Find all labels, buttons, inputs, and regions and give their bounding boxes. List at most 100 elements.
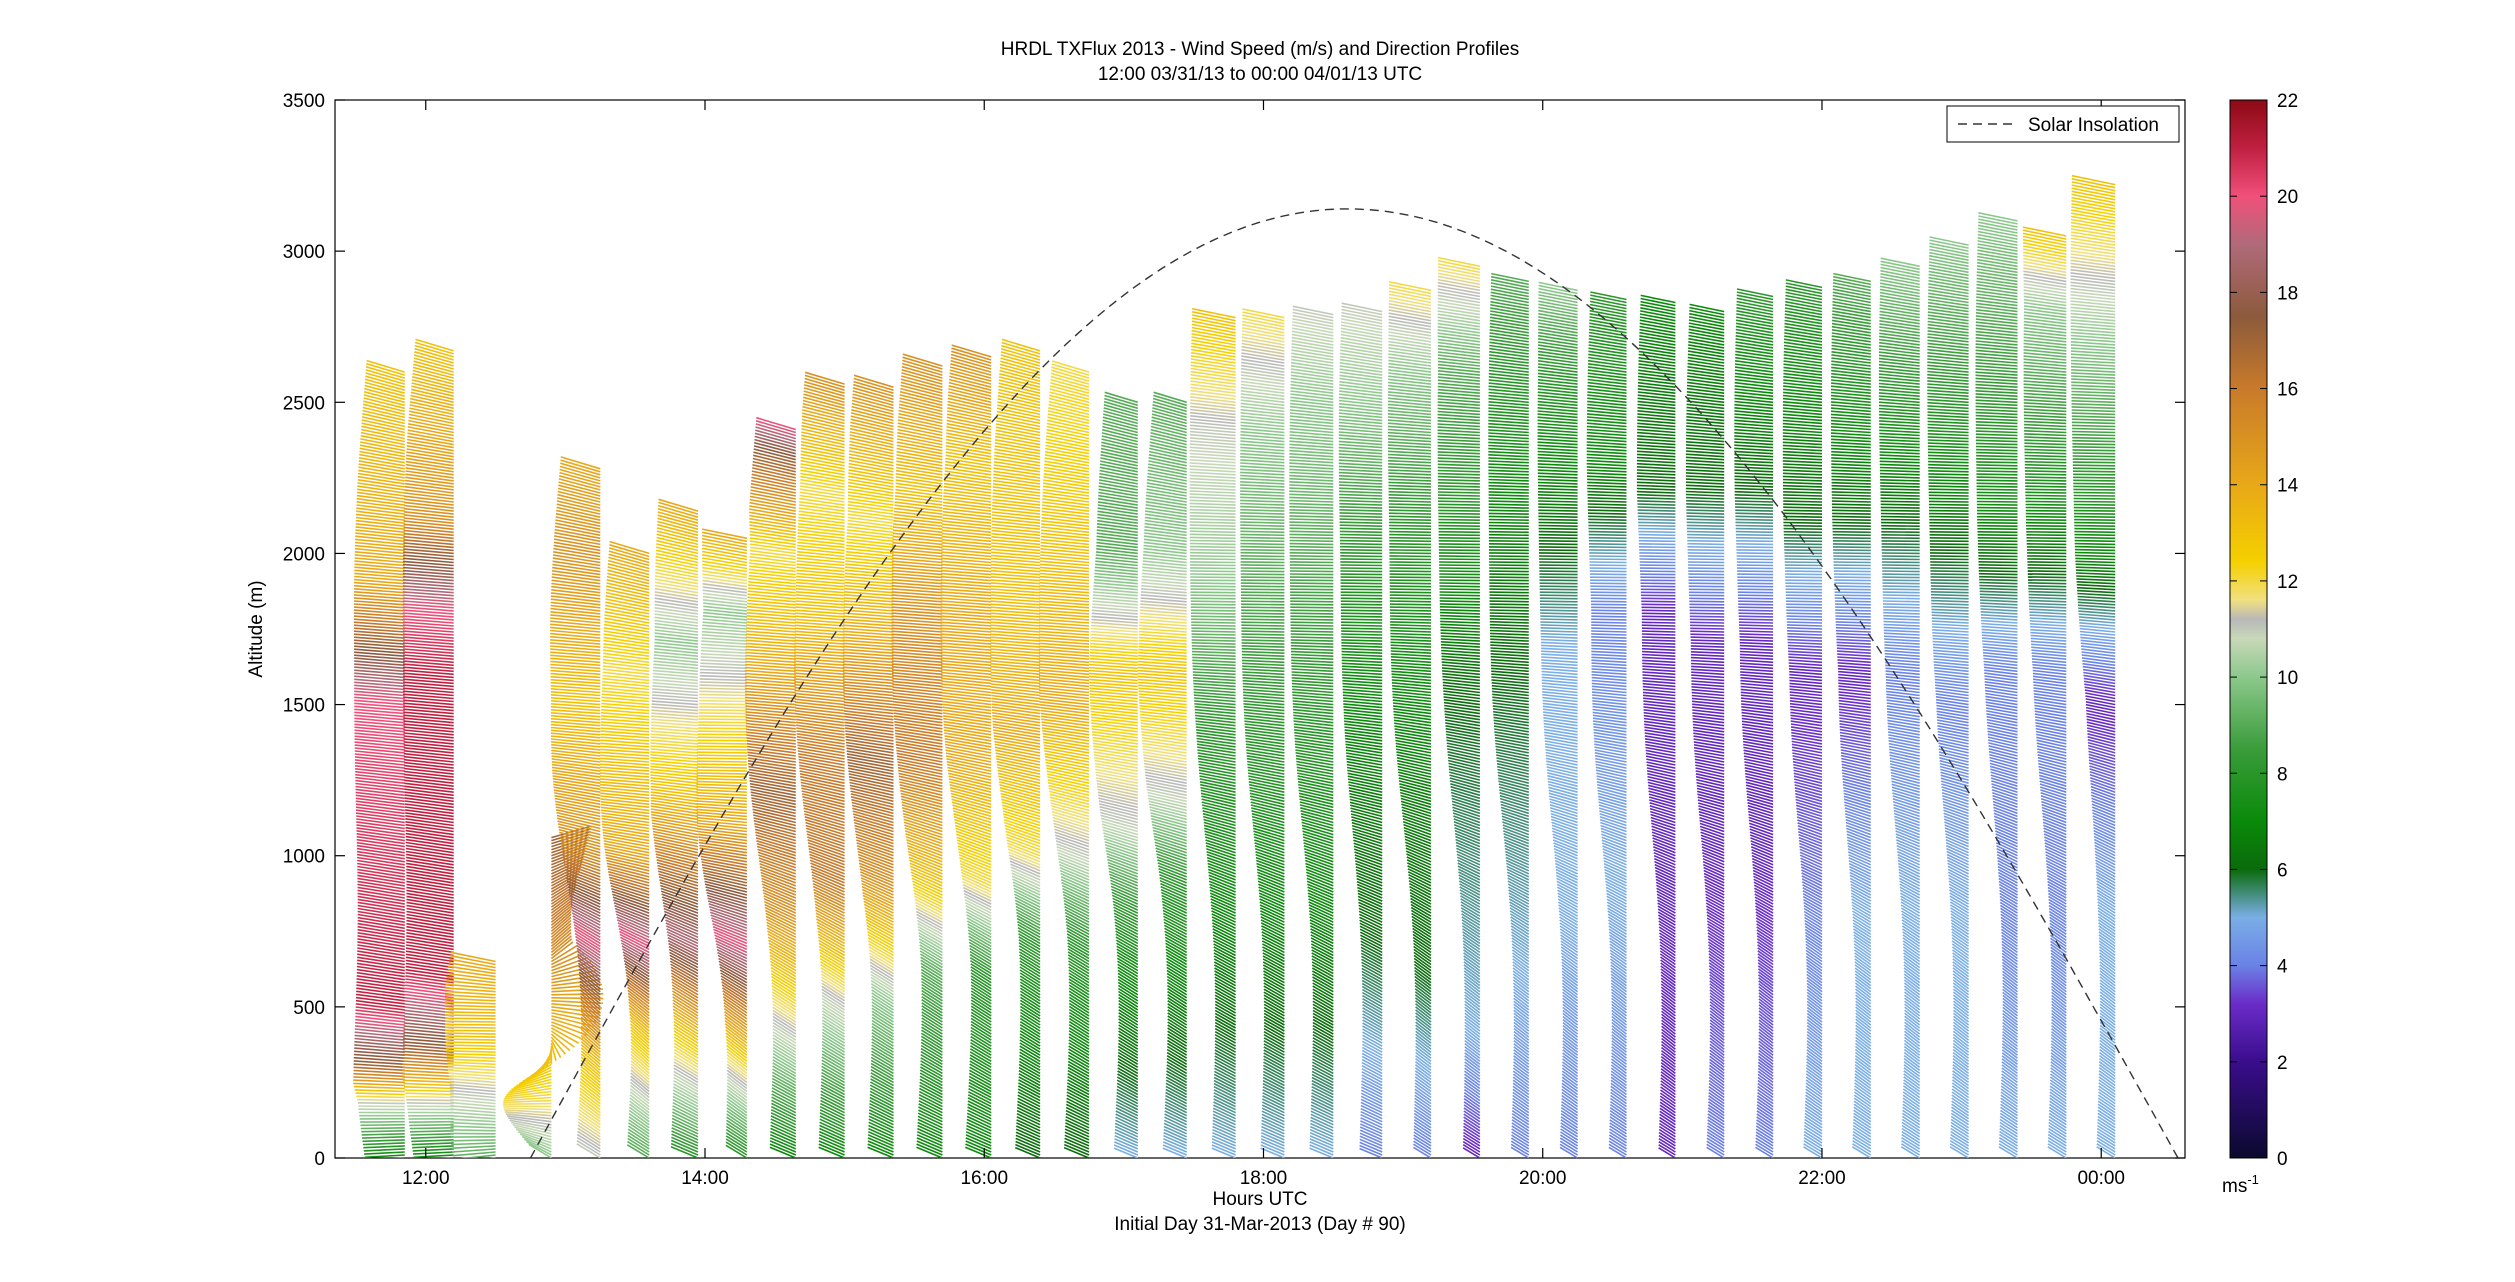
wind-barb	[821, 1031, 846, 1047]
wind-barb	[801, 434, 845, 446]
wind-barb	[1290, 600, 1334, 603]
wind-barb	[815, 909, 845, 926]
wind-barb	[608, 876, 650, 890]
wind-barb	[405, 473, 454, 482]
wind-barb	[901, 369, 943, 382]
wind-barb	[798, 507, 845, 515]
wind-barb	[858, 859, 894, 875]
wind-barb	[603, 840, 650, 851]
wind-barb	[803, 804, 845, 818]
wind-barb	[701, 537, 748, 549]
wind-barb	[702, 618, 747, 624]
wind-barb	[808, 847, 845, 863]
wind-barb	[768, 942, 797, 960]
wind-barb	[411, 379, 454, 391]
wind-barb	[355, 532, 405, 540]
wind-barb	[673, 1061, 699, 1078]
wind-barb	[628, 1112, 650, 1129]
wind-barb	[916, 916, 943, 933]
wind-barb	[411, 1139, 454, 1143]
wind-barb	[354, 648, 405, 654]
wind-barb	[403, 672, 454, 679]
wind-barb	[849, 781, 894, 793]
wind-barb	[920, 965, 943, 981]
wind-barb	[625, 971, 650, 990]
wind-barb	[1189, 548, 1236, 552]
wind-barb	[719, 963, 748, 981]
wind-barb	[848, 459, 894, 470]
wind-barb	[815, 912, 845, 930]
wind-barb	[405, 823, 454, 833]
wind-barb	[410, 1133, 454, 1136]
wind-barb	[1340, 615, 1383, 618]
wind-barb	[622, 951, 650, 969]
wind-barb	[699, 678, 747, 682]
wind-barb	[842, 672, 894, 679]
wind-barb	[898, 775, 943, 787]
wind-barb	[807, 839, 845, 854]
wind-barb	[1340, 545, 1383, 549]
wind-barb	[1190, 609, 1236, 612]
wind-barb	[357, 947, 405, 957]
wind-barb	[757, 851, 797, 866]
wind-barb	[579, 1090, 601, 1108]
wind-barb	[916, 1146, 943, 1158]
wind-barb	[870, 1053, 894, 1068]
wind-barb	[767, 930, 797, 948]
wind-barb	[664, 916, 699, 933]
wind-barb	[354, 762, 405, 769]
wind-barb	[918, 1109, 943, 1123]
wind-barb	[626, 977, 650, 996]
wind-barb	[747, 754, 796, 763]
wind-barb	[628, 1122, 650, 1138]
wind-barb	[568, 888, 601, 905]
wind-barb	[750, 794, 796, 806]
wind-barb	[868, 1121, 894, 1135]
wind-barb	[815, 915, 845, 933]
wind-barb	[696, 808, 747, 815]
wind-barb	[405, 818, 454, 827]
wind-barb	[606, 579, 650, 591]
wind-barb	[843, 701, 894, 709]
wind-barb	[795, 594, 845, 600]
wind-barb	[891, 609, 943, 615]
wind-barb	[842, 645, 894, 651]
wind-barb	[355, 1012, 405, 1020]
wind-barb	[403, 529, 454, 537]
wind-barb	[771, 975, 797, 993]
wind-barb	[517, 1130, 552, 1144]
wind-barb	[558, 484, 601, 497]
wind-barb	[599, 766, 650, 772]
wind-barb	[650, 733, 699, 739]
wind-barb	[697, 833, 748, 842]
wind-barb	[654, 844, 699, 857]
wind-barb	[550, 663, 601, 670]
wind-barb	[750, 486, 796, 497]
wind-profile	[696, 528, 748, 1158]
wind-barb	[869, 964, 894, 981]
wind-barb	[748, 774, 796, 784]
wind-barb	[921, 992, 943, 1008]
wind-barb	[705, 886, 748, 899]
wind-barb	[871, 1025, 894, 1041]
wind-barb	[1339, 518, 1383, 521]
wind-barb	[354, 672, 405, 679]
wind-barb	[912, 880, 943, 896]
wind-barb	[891, 624, 943, 630]
wind-barb	[848, 770, 894, 781]
wind-barb	[652, 830, 699, 842]
wind-barb	[604, 620, 650, 630]
wind-barb	[450, 1125, 496, 1129]
wind-barb	[601, 820, 650, 830]
wind-barb	[871, 1007, 894, 1023]
wind-barb	[868, 1115, 894, 1129]
wind-barb	[744, 684, 796, 691]
wind-barb	[699, 690, 747, 694]
wind-barb	[842, 654, 894, 660]
wind-barb	[402, 609, 454, 615]
wind-barb	[354, 702, 405, 709]
wind-barb	[574, 932, 601, 951]
wind-barb	[771, 1074, 797, 1090]
wind-barb	[746, 612, 796, 618]
wind-barb	[795, 609, 845, 615]
